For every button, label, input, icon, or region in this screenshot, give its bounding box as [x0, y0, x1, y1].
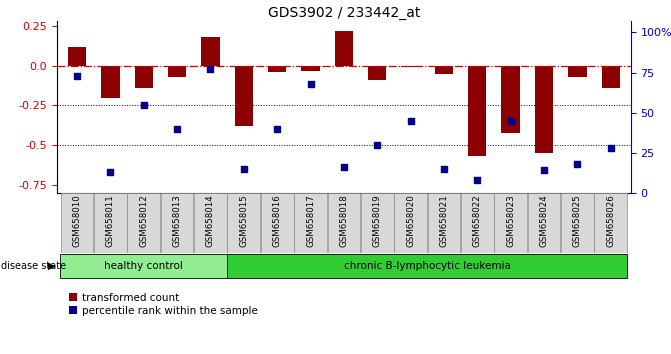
- Text: GSM658018: GSM658018: [340, 195, 348, 247]
- Point: [305, 81, 316, 87]
- Bar: [468, 66, 486, 156]
- Point: [105, 169, 116, 175]
- Bar: [501, 66, 520, 132]
- Text: GSM658017: GSM658017: [306, 195, 315, 247]
- Point: [238, 166, 249, 172]
- Bar: [194, 193, 227, 253]
- Bar: [568, 66, 586, 77]
- Bar: [301, 66, 319, 70]
- Point: [372, 142, 382, 148]
- Text: GSM658023: GSM658023: [506, 195, 515, 247]
- Text: ▶: ▶: [48, 261, 55, 271]
- Title: GDS3902 / 233442_at: GDS3902 / 233442_at: [268, 6, 420, 20]
- Point: [572, 161, 582, 167]
- Bar: [161, 193, 193, 253]
- Text: GSM658011: GSM658011: [106, 195, 115, 247]
- Bar: [294, 193, 327, 253]
- Point: [272, 126, 282, 132]
- Bar: [201, 37, 219, 66]
- Text: GSM658016: GSM658016: [272, 195, 282, 247]
- Bar: [94, 193, 127, 253]
- Point: [338, 164, 349, 170]
- Bar: [127, 193, 160, 253]
- Bar: [60, 255, 227, 278]
- Point: [205, 67, 216, 72]
- Text: GSM658022: GSM658022: [473, 195, 482, 247]
- Text: GSM658020: GSM658020: [406, 195, 415, 247]
- Text: GSM658010: GSM658010: [72, 195, 82, 247]
- Point: [72, 73, 83, 79]
- Bar: [595, 193, 627, 253]
- Text: GSM658014: GSM658014: [206, 195, 215, 247]
- Bar: [602, 66, 620, 88]
- Bar: [227, 193, 260, 253]
- Text: GSM658021: GSM658021: [440, 195, 448, 247]
- Point: [605, 145, 616, 151]
- Bar: [495, 193, 527, 253]
- Bar: [361, 193, 394, 253]
- Text: GSM658015: GSM658015: [240, 195, 248, 247]
- Text: GSM658012: GSM658012: [140, 195, 148, 247]
- Bar: [135, 66, 153, 88]
- Bar: [68, 47, 86, 66]
- Bar: [268, 66, 287, 72]
- Bar: [401, 66, 420, 67]
- Bar: [327, 193, 360, 253]
- Bar: [395, 193, 427, 253]
- Text: GSM658013: GSM658013: [172, 195, 182, 247]
- Bar: [60, 193, 93, 253]
- Legend: transformed count, percentile rank within the sample: transformed count, percentile rank withi…: [66, 289, 262, 320]
- Text: chronic B-lymphocytic leukemia: chronic B-lymphocytic leukemia: [344, 261, 511, 271]
- Text: GSM658024: GSM658024: [539, 195, 548, 247]
- Bar: [561, 193, 594, 253]
- Point: [138, 102, 149, 108]
- Bar: [368, 66, 386, 80]
- Bar: [168, 66, 187, 77]
- Point: [439, 166, 450, 172]
- Bar: [535, 66, 553, 153]
- Point: [472, 177, 482, 183]
- Point: [505, 118, 516, 124]
- Text: GSM658025: GSM658025: [573, 195, 582, 247]
- Bar: [235, 66, 253, 126]
- Bar: [261, 193, 293, 253]
- Text: GSM658019: GSM658019: [373, 195, 382, 247]
- Text: disease state: disease state: [1, 261, 66, 271]
- Bar: [427, 193, 460, 253]
- Bar: [527, 193, 560, 253]
- Point: [539, 168, 550, 173]
- Bar: [435, 66, 453, 74]
- Bar: [227, 255, 627, 278]
- Text: healthy control: healthy control: [104, 261, 183, 271]
- Point: [172, 126, 183, 132]
- Text: GSM658026: GSM658026: [606, 195, 615, 247]
- Bar: [335, 31, 353, 66]
- Bar: [101, 66, 119, 98]
- Point: [405, 118, 416, 124]
- Bar: [461, 193, 494, 253]
